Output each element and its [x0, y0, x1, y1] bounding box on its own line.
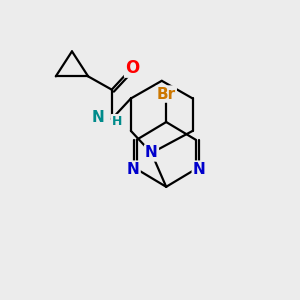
Text: H: H — [112, 115, 122, 128]
Text: N: N — [127, 162, 140, 177]
Text: Br: Br — [157, 87, 176, 102]
Text: N: N — [145, 146, 158, 160]
Text: N: N — [92, 110, 105, 125]
Text: N: N — [193, 162, 206, 177]
Text: O: O — [125, 58, 140, 76]
